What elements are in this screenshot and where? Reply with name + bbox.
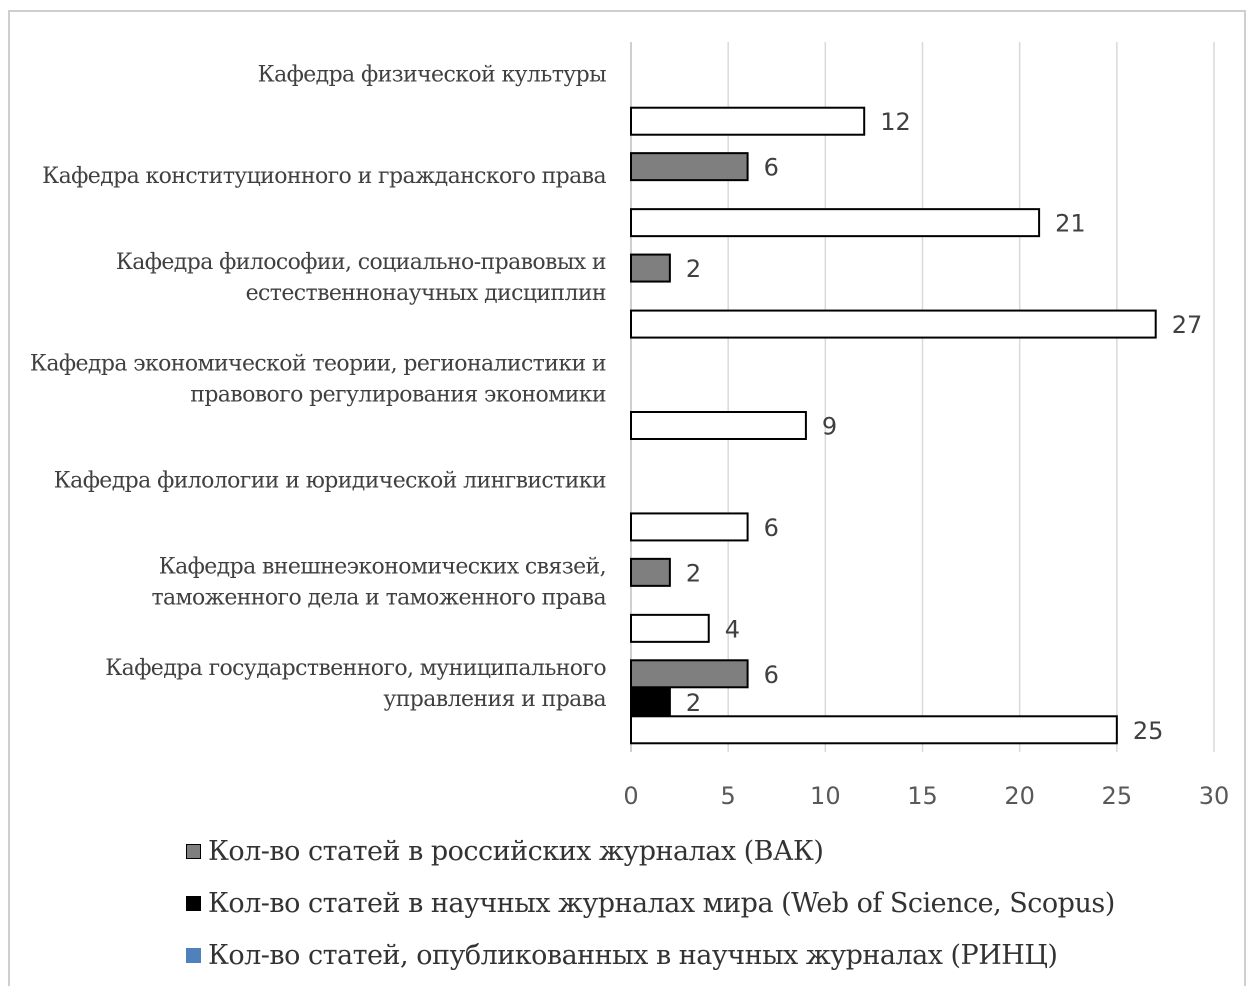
category-label: управления и права xyxy=(383,687,606,712)
data-label: 6 xyxy=(764,514,779,542)
category-label: естественнонаучных дисциплин xyxy=(246,281,606,306)
bar-rinc xyxy=(630,411,807,440)
legend-swatch-wos-scopus xyxy=(186,896,201,911)
category-label: Кафедра философии, социально-правовых и xyxy=(116,250,606,275)
bar-vak xyxy=(630,152,749,182)
data-label: 2 xyxy=(686,559,701,587)
category-label: Кафедра экономической теории, регионалис… xyxy=(30,352,606,377)
x-tick-label: 15 xyxy=(907,782,938,810)
legend-label-wos-scopus: Кол-во статей в научных журналах мира (W… xyxy=(208,888,1115,919)
bar-vak xyxy=(630,253,671,283)
chart-frame xyxy=(8,10,1246,986)
bar-rinc xyxy=(630,512,749,542)
x-tick-label: 30 xyxy=(1199,782,1230,810)
bar-vak xyxy=(630,557,671,587)
data-label: 9 xyxy=(822,413,837,441)
category-label: правового регулирования экономики xyxy=(190,383,606,408)
legend-swatch-vak xyxy=(186,844,201,859)
bar-rinc xyxy=(630,106,866,136)
bar-chart: 0 5 10 15 20 25 30 Кафедра физической культуры К… xyxy=(30,42,1230,810)
legend-swatch-rinc xyxy=(186,948,201,963)
legend-item-vak: Кол-во статей в российских журналах (ВАК… xyxy=(186,836,824,867)
legend-item-rinc: Кол-во статей, опубликованных в научных … xyxy=(186,940,1058,971)
data-label: 6 xyxy=(764,154,779,182)
legend-label-vak: Кол-во статей в российских журналах (ВАК… xyxy=(208,836,824,867)
bar-rinc xyxy=(630,613,710,643)
bar-vak xyxy=(630,659,749,689)
bar-rinc xyxy=(630,715,1118,745)
x-tick-label: 10 xyxy=(810,782,841,810)
x-tick-label: 0 xyxy=(623,782,638,810)
data-label: 21 xyxy=(1055,210,1086,238)
data-label: 2 xyxy=(686,689,701,717)
data-label: 2 xyxy=(686,255,701,283)
bar-rinc xyxy=(630,309,1157,339)
category-label: таможенного дела и таможенного права xyxy=(151,585,606,610)
category-label: Кафедра государственного, муниципального xyxy=(105,656,606,681)
legend-label-rinc: Кол-во статей, опубликованных в научных … xyxy=(208,940,1058,971)
x-tick-label: 20 xyxy=(1004,782,1035,810)
category-label: Кафедра филологии и юридической лингвист… xyxy=(54,468,606,493)
bar-wos-scopus xyxy=(630,687,671,717)
x-tick-label: 5 xyxy=(721,782,736,810)
data-label: 6 xyxy=(764,661,779,689)
category-label: Кафедра внешнеэкономических связей, xyxy=(159,554,606,579)
data-label: 27 xyxy=(1172,311,1203,339)
category-label: Кафедра физической культуры xyxy=(258,63,606,88)
category-label: Кафедра конституционного и гражданского … xyxy=(42,164,606,189)
data-label: 25 xyxy=(1133,717,1164,745)
data-label: 4 xyxy=(725,615,740,643)
x-tick-label: 25 xyxy=(1102,782,1133,810)
legend-item-wos-scopus: Кол-во статей в научных журналах мира (W… xyxy=(186,888,1115,919)
data-label: 12 xyxy=(880,108,911,136)
bar-rinc xyxy=(630,208,1041,238)
